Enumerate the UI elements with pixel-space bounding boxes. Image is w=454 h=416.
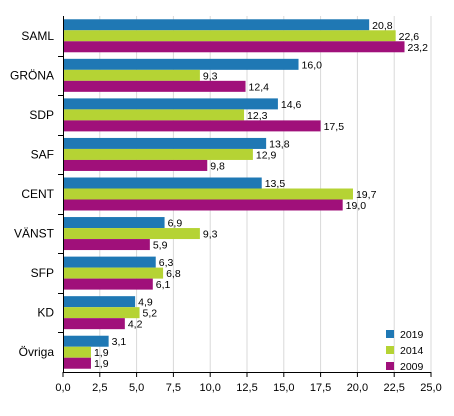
- bar-2014-CENT: [63, 188, 353, 200]
- legend: 2019 2014 2009: [386, 329, 424, 373]
- bar-2019-SAF: [63, 137, 267, 149]
- x-axis: 0,0 2,5 5,0 7,5 10,0 12,5 15,0 17,5 20,0 22,5 25,0: [55, 16, 442, 394]
- value-label: 12,3: [247, 110, 268, 122]
- bar-2009-SDP: [63, 120, 321, 132]
- legend-swatch: [386, 362, 394, 370]
- legend-label: 2009: [400, 361, 424, 373]
- x-tick-label: 7,5: [166, 382, 181, 394]
- bar-2009-KD: [63, 318, 125, 330]
- bar-2014-SFP: [63, 267, 164, 279]
- category-label: SFP: [31, 266, 54, 280]
- bar-2009-CENT: [63, 199, 343, 211]
- bar-2014-VÄNST: [63, 228, 200, 240]
- bar-2009-VÄNST: [63, 239, 150, 251]
- x-tick-label: 5,0: [129, 382, 144, 394]
- value-label: 22,6: [399, 31, 420, 43]
- value-label: 13,8: [269, 138, 290, 150]
- x-tick-label: 15,0: [273, 382, 294, 394]
- x-tick-label: 12,5: [236, 382, 257, 394]
- category-label: VÄNST: [14, 227, 55, 241]
- x-tick-label: 2,5: [92, 382, 107, 394]
- value-label: 6,3: [159, 257, 174, 269]
- x-tick-label: 0,0: [55, 382, 70, 394]
- bar-2009-SAML: [63, 41, 405, 53]
- bar-2019-SFP: [63, 256, 156, 268]
- legend-label: 2019: [400, 329, 424, 341]
- bar-2009-SFP: [63, 278, 153, 290]
- value-label: 6,8: [166, 268, 181, 280]
- bar-2014-SAF: [63, 148, 253, 160]
- bars: [63, 19, 405, 369]
- value-label: 6,9: [168, 218, 183, 230]
- value-label: 19,0: [346, 200, 367, 212]
- category-label: KD: [37, 306, 54, 320]
- bar-2019-VÄNST: [63, 217, 165, 229]
- value-label: 16,0: [302, 59, 323, 71]
- value-label: 12,9: [256, 149, 277, 161]
- category-label: SAF: [31, 147, 54, 161]
- bar-2019-KD: [63, 296, 136, 308]
- bar-2014-SDP: [63, 109, 245, 121]
- value-label: 12,4: [249, 81, 270, 93]
- value-label: 13,5: [265, 178, 286, 190]
- bar-2009-GRÖNA: [63, 80, 246, 92]
- value-label: 20,8: [372, 20, 393, 32]
- x-tick-label: 10,0: [199, 382, 220, 394]
- value-label: 19,7: [356, 189, 377, 201]
- x-tick-label: 25,0: [420, 382, 441, 394]
- x-tick-label: 17,5: [310, 382, 331, 394]
- value-label: 1,9: [94, 347, 109, 359]
- legend-swatch: [386, 330, 394, 338]
- category-label: GRÖNA: [10, 68, 54, 82]
- value-label: 5,9: [153, 240, 168, 252]
- value-labels: 20,8 16,0 14,6 13,8 13,5 6,9 6,3 4,9 3,1 22,6 9,3 1…: [94, 20, 428, 370]
- bar-2009-SAF: [63, 159, 208, 171]
- value-label: 4,9: [138, 297, 153, 309]
- category-labels: SAML GRÖNA SDP SAF CENT VÄNST SFP KD Övriga: [10, 29, 55, 359]
- value-label: 17,5: [324, 121, 345, 133]
- value-label: 5,2: [143, 308, 158, 320]
- x-tick-label: 22,5: [383, 382, 404, 394]
- value-label: 23,2: [408, 42, 429, 54]
- bar-2019-GRÖNA: [63, 58, 299, 70]
- value-label: 9,8: [210, 160, 225, 172]
- category-label: SDP: [29, 108, 54, 122]
- value-label: 1,9: [94, 358, 109, 370]
- bar-2014-Övriga: [63, 346, 91, 358]
- bar-2019-CENT: [63, 177, 262, 189]
- bar-2019-Övriga: [63, 335, 109, 347]
- bar-2014-KD: [63, 307, 140, 319]
- category-label: CENT: [21, 187, 54, 201]
- value-label: 9,3: [203, 229, 218, 241]
- bar-2019-SDP: [63, 98, 278, 110]
- value-label: 3,1: [112, 336, 127, 348]
- legend-swatch: [386, 346, 394, 354]
- category-separators: [58, 56, 63, 333]
- value-label: 6,1: [156, 279, 171, 291]
- legend-label: 2014: [400, 345, 424, 357]
- value-label: 9,3: [203, 70, 218, 82]
- bar-2014-SAML: [63, 30, 396, 42]
- bar-2009-Övriga: [63, 357, 91, 369]
- value-label: 4,2: [128, 319, 143, 331]
- category-label: SAML: [21, 29, 54, 43]
- bar-2019-SAML: [63, 19, 370, 31]
- category-label: Övriga: [19, 345, 55, 359]
- value-label: 14,6: [281, 99, 302, 111]
- x-tick-label: 20,0: [347, 382, 368, 394]
- bar-2014-GRÖNA: [63, 69, 200, 81]
